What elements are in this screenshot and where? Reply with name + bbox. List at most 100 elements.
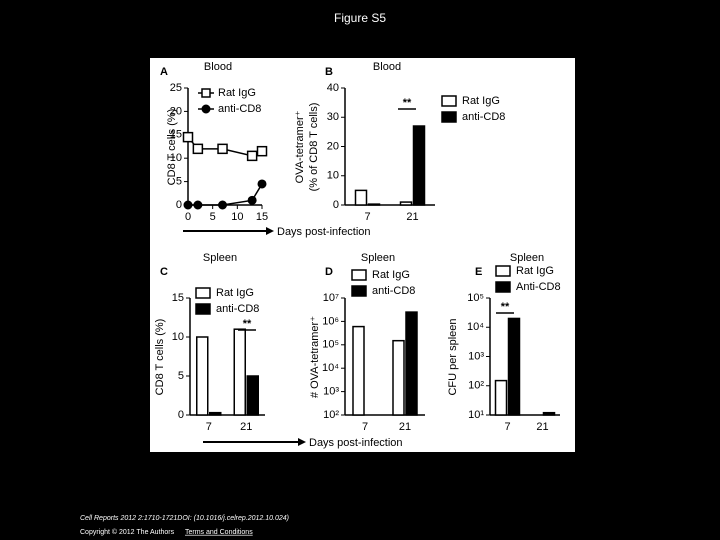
bar <box>542 411 556 416</box>
x-tick-label: 21 <box>240 421 252 433</box>
y-tick-label: 15 <box>170 129 182 141</box>
y-tick-label: 25 <box>170 82 182 94</box>
bar <box>209 411 222 416</box>
y-tick-label: 10¹ <box>468 409 484 421</box>
y-tick-label: 5 <box>176 176 182 188</box>
x-tick-label: 7 <box>362 421 368 433</box>
y-axis-label: (% of CD8 T cells) <box>308 103 320 192</box>
bar <box>405 311 418 416</box>
y-tick-label: 10⁴ <box>322 362 339 374</box>
bar <box>246 375 259 416</box>
y-axis-label: CD8 T cells (%) <box>154 319 166 396</box>
legend-label: Rat IgG <box>462 95 500 107</box>
panel-letter: E <box>475 266 482 278</box>
y-tick-label: 0 <box>176 199 182 211</box>
y-tick-label: 10 <box>327 170 339 182</box>
marker <box>183 200 193 210</box>
y-axis-label: CD8 T cells (%) <box>166 109 178 186</box>
chart-title: Spleen <box>361 252 395 264</box>
bar <box>196 336 209 416</box>
y-tick-label: 5 <box>178 370 184 382</box>
x-tick-label: 21 <box>399 421 411 433</box>
legend-marker <box>201 88 211 98</box>
x-arrow-head <box>298 438 306 446</box>
legend-swatch <box>195 287 211 299</box>
slide-title: Figure S5 <box>334 11 386 25</box>
y-tick-label: 20 <box>170 105 182 117</box>
bar <box>352 325 365 416</box>
x-tick-label: 0 <box>185 211 191 223</box>
bar <box>233 328 246 416</box>
x-tick-label: 7 <box>504 421 510 433</box>
y-tick-label: 10³ <box>468 350 484 362</box>
bar <box>399 201 413 206</box>
legend-swatch <box>351 269 367 281</box>
y-tick-label: 10⁷ <box>323 292 339 304</box>
x-axis-label: Days post-infection <box>277 226 371 238</box>
copyright: Copyright © 2012 The Authors <box>80 528 175 536</box>
panel-letter: A <box>160 66 168 78</box>
x-tick-label: 7 <box>364 211 370 223</box>
legend-label: anti-CD8 <box>218 103 261 115</box>
legend-label: anti-CD8 <box>216 303 259 315</box>
marker <box>247 195 257 205</box>
legend-label: Anti-CD8 <box>516 281 561 293</box>
legend-swatch <box>195 303 211 315</box>
y-tick-label: 10⁵ <box>322 339 339 351</box>
panel-letter: D <box>325 266 333 278</box>
y-tick-label: 0 <box>178 409 184 421</box>
x-tick-label: 5 <box>210 211 216 223</box>
legend-label: Rat IgG <box>216 287 254 299</box>
legend-label: Rat IgG <box>372 269 410 281</box>
y-tick-label: 0 <box>333 199 339 211</box>
x-tick-label: 10 <box>231 211 243 223</box>
y-tick-label: 10 <box>172 331 184 343</box>
significance: ** <box>403 97 412 109</box>
y-axis-label: CFU per spleen <box>447 318 459 395</box>
terms-link[interactable]: Terms and Conditions <box>185 529 253 536</box>
marker <box>193 200 203 210</box>
y-tick-label: 30 <box>327 111 339 123</box>
x-axis-label: Days post-infection <box>309 437 403 449</box>
y-tick-label: 10⁶ <box>322 315 339 327</box>
x-tick-label: 21 <box>406 211 418 223</box>
bar <box>392 339 405 416</box>
marker <box>217 143 228 155</box>
y-tick-label: 10² <box>323 409 339 421</box>
y-tick-label: 10³ <box>323 386 339 398</box>
y-tick-label: 20 <box>327 140 339 152</box>
y-axis-label: OVA-tetramer⁺ <box>294 110 306 183</box>
chart-title: Blood <box>204 61 232 73</box>
legend-swatch <box>495 281 511 293</box>
y-tick-label: 10⁴ <box>467 321 484 333</box>
significance: ** <box>501 301 510 313</box>
bar <box>367 203 381 206</box>
significance: ** <box>243 318 252 330</box>
marker <box>182 131 194 143</box>
legend-label: anti-CD8 <box>462 111 505 123</box>
legend-swatch <box>351 285 367 297</box>
x-tick-label: 7 <box>206 421 212 433</box>
legend-label: anti-CD8 <box>372 285 415 297</box>
legend-marker <box>201 104 211 114</box>
marker <box>192 143 204 155</box>
legend-label: Rat IgG <box>516 265 554 277</box>
panel-letter: C <box>160 266 168 278</box>
x-arrow-head <box>266 227 274 235</box>
y-tick-label: 15 <box>172 292 184 304</box>
panel-letter: B <box>325 66 333 78</box>
legend-swatch <box>495 265 511 277</box>
bar <box>494 379 508 416</box>
y-tick-label: 10 <box>170 152 182 164</box>
legend-swatch <box>441 111 457 123</box>
legend-swatch <box>441 95 457 107</box>
bar <box>412 125 426 206</box>
marker <box>256 145 268 157</box>
bar <box>354 189 368 206</box>
marker <box>246 150 258 162</box>
bar <box>507 317 521 416</box>
citation: Cell Reports 2012 2:1710-1721DOI: (10.10… <box>80 515 289 522</box>
x-tick-label: 21 <box>536 421 548 433</box>
chart-title: Blood <box>373 61 401 73</box>
